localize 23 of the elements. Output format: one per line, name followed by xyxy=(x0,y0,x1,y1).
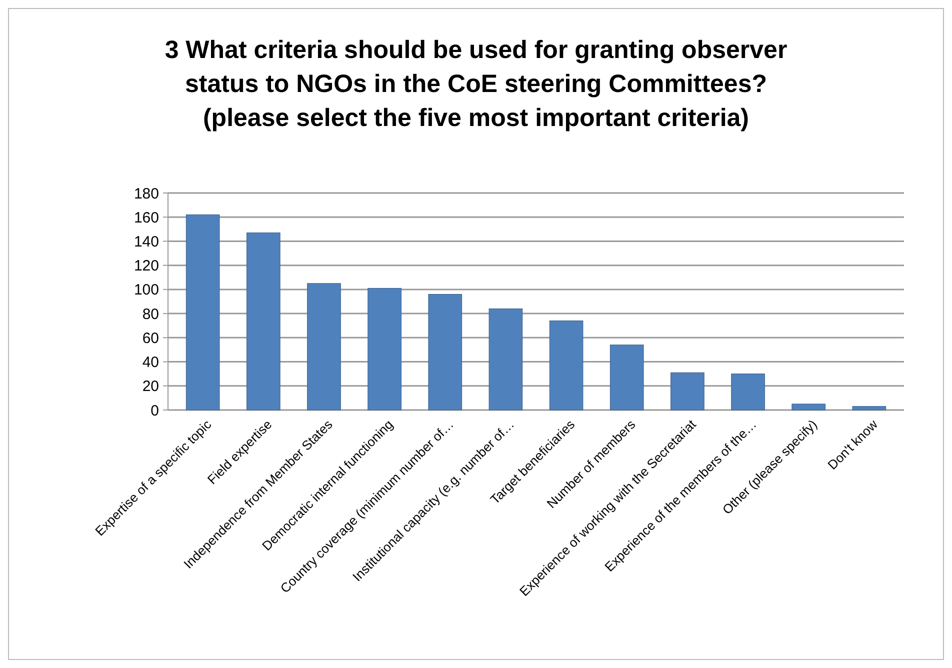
y-tick-label: 120 xyxy=(134,258,159,275)
y-tick-label: 140 xyxy=(134,233,159,250)
y-tick-label: 60 xyxy=(142,330,159,347)
bar xyxy=(731,374,765,410)
bar xyxy=(670,372,704,410)
y-tick-label: 160 xyxy=(134,209,159,226)
y-tick-label: 0 xyxy=(150,402,159,420)
y-tick-label: 80 xyxy=(142,306,159,323)
bar xyxy=(488,308,523,410)
bar xyxy=(792,404,826,410)
y-tick-label: 100 xyxy=(134,282,159,299)
bar xyxy=(852,406,886,410)
bar xyxy=(186,214,220,410)
bar xyxy=(307,283,341,410)
bar xyxy=(610,344,644,410)
y-tick-label: 180 xyxy=(134,185,159,202)
bar xyxy=(428,294,462,410)
y-tick-label: 20 xyxy=(142,378,159,396)
bar xyxy=(246,232,280,410)
bar xyxy=(549,320,584,410)
y-tick-label: 40 xyxy=(142,354,159,372)
chart-title: 3 What criteria should be used for granting observer status to NGOs in the CoE steering Committees? (please select the five most important criteria) xyxy=(164,36,788,132)
bar xyxy=(368,288,402,410)
